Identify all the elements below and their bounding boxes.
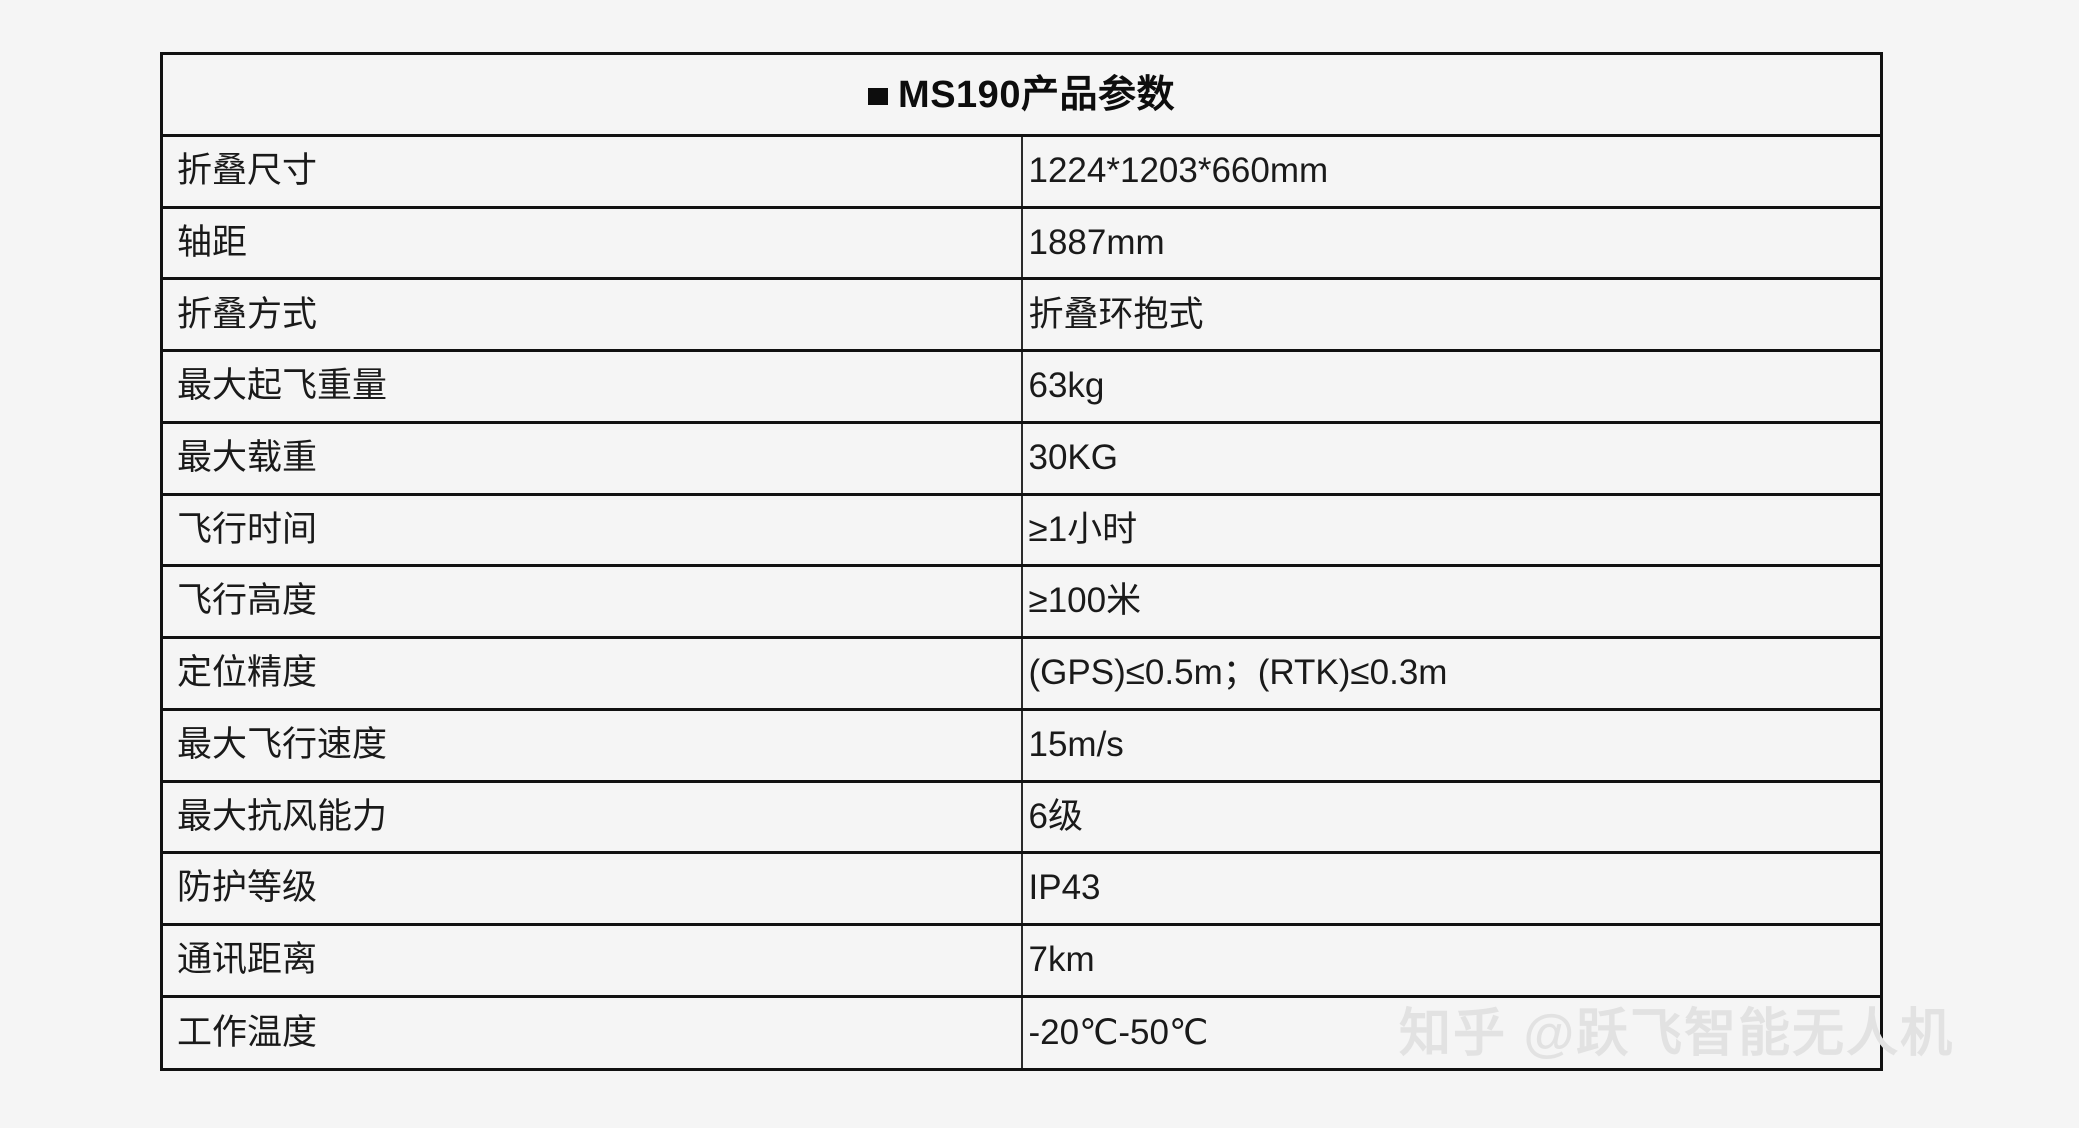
filled-square-bullet-icon	[868, 87, 889, 105]
spec-param-name: 折叠方式	[163, 277, 1022, 351]
spec-table-header-cell: MS190产品参数	[163, 55, 1880, 138]
spec-param-name: 定位精度	[163, 636, 1022, 710]
spec-table-row: 定位精度 (GPS)≤0.5m；(RTK)≤0.3m	[163, 636, 1880, 710]
spec-table-row: 飞行高度 ≥100米	[163, 564, 1880, 638]
spec-table-title-text: MS190产品参数	[898, 73, 1175, 116]
spec-table-row: 防护等级 IP43	[163, 851, 1880, 925]
spec-param-value: -20℃-50℃	[1020, 994, 1880, 1068]
spec-table-row: 通讯距离 7km	[163, 922, 1880, 997]
spec-table-row: 折叠尺寸 1224*1203*660mm	[163, 134, 1880, 208]
spec-param-name: 飞行时间	[163, 492, 1022, 566]
spec-param-name: 通讯距离	[163, 922, 1022, 997]
spec-param-value: 6级	[1020, 779, 1880, 853]
spec-param-name: 最大起飞重量	[163, 349, 1022, 423]
spec-table-row: 最大抗风能力 6级	[163, 779, 1880, 853]
spec-param-value: 折叠环抱式	[1020, 277, 1880, 351]
spec-table-row: 最大载重 30KG	[163, 420, 1880, 495]
spec-param-name: 最大抗风能力	[163, 779, 1022, 853]
spec-table-row: 工作温度 -20℃-50℃	[163, 994, 1880, 1068]
spec-table-title: MS190产品参数	[868, 76, 1175, 114]
spec-table-row: 飞行时间 ≥1小时	[163, 492, 1880, 566]
spec-param-name: 飞行高度	[163, 564, 1022, 638]
spec-table-body: MS190产品参数 折叠尺寸 1224*1203*660mm 轴距 1887mm 折叠方…	[163, 55, 1880, 1068]
spec-param-value: IP43	[1020, 851, 1880, 925]
spec-param-name: 工作温度	[163, 994, 1022, 1068]
spec-table-row: 轴距 1887mm	[163, 205, 1880, 279]
spec-param-name: 轴距	[163, 205, 1022, 279]
spec-param-value: 15m/s	[1020, 707, 1880, 782]
spec-param-name: 防护等级	[163, 851, 1022, 925]
spec-table-row: 折叠方式 折叠环抱式	[163, 277, 1880, 351]
spec-param-value: 63kg	[1020, 349, 1880, 423]
spec-table-row: 最大起飞重量 63kg	[163, 349, 1880, 423]
spec-table-header-row: MS190产品参数	[163, 55, 1880, 138]
product-spec-table: MS190产品参数 折叠尺寸 1224*1203*660mm 轴距 1887mm 折叠方…	[163, 55, 1880, 1068]
spec-table-container: MS190产品参数 折叠尺寸 1224*1203*660mm 轴距 1887mm 折叠方…	[160, 52, 1883, 1071]
spec-param-value: 1224*1203*660mm	[1020, 134, 1880, 208]
spec-param-value: 7km	[1020, 922, 1880, 997]
spec-table-row: 最大飞行速度 15m/s	[163, 707, 1880, 782]
spec-param-name: 最大载重	[163, 420, 1022, 495]
spec-param-name: 折叠尺寸	[163, 134, 1022, 208]
spec-param-value: 1887mm	[1020, 205, 1880, 279]
spec-param-value: ≥100米	[1020, 564, 1880, 638]
spec-param-value: 30KG	[1020, 420, 1880, 495]
spec-param-value: ≥1小时	[1020, 492, 1880, 566]
spec-param-value: (GPS)≤0.5m；(RTK)≤0.3m	[1020, 636, 1880, 710]
spec-param-name: 最大飞行速度	[163, 707, 1022, 782]
